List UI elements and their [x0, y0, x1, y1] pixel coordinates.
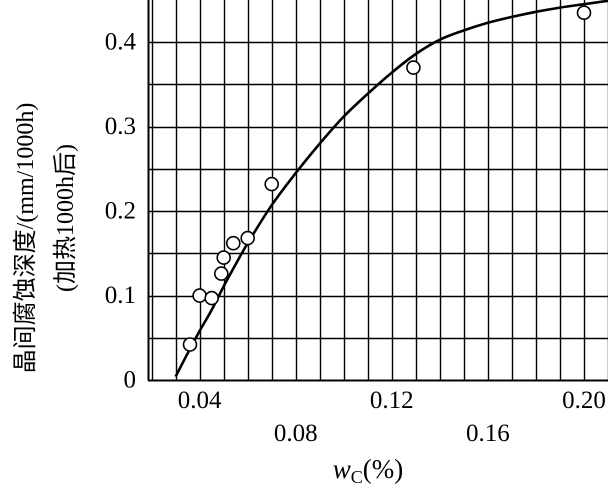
x-tick-label: 0.16 — [466, 420, 510, 447]
y-axis-label: 晶间腐蚀深度/(mm/1000h) — [12, 103, 39, 374]
data-point — [226, 235, 241, 251]
y-tick-labels: 0 0.1 0.2 0.3 0.4 — [105, 29, 137, 394]
x-axis-label-subscript: C — [351, 467, 363, 487]
y-axis-label-line2: (加热1000h后) — [52, 144, 79, 292]
y-tick-label: 0.3 — [105, 113, 136, 140]
y-tick-label: 0 — [124, 367, 137, 394]
x-axis-label-unit: (%) — [363, 454, 403, 484]
data-point — [406, 60, 421, 75]
x-tick-labels: 0.04 0.08 0.12 0.16 0.20 — [178, 387, 606, 447]
y-tick-label: 0.1 — [105, 282, 136, 309]
points-layer — [182, 5, 592, 352]
data-point — [216, 250, 231, 265]
y-axis-label-secondary: (加热1000h后) — [52, 144, 79, 292]
data-point — [214, 266, 229, 281]
grid — [147, 0, 608, 382]
data-point — [240, 230, 255, 246]
x-tick-label: 0.12 — [370, 387, 414, 414]
x-axis-label-symbol: w — [333, 454, 351, 484]
y-tick-label: 0.2 — [105, 198, 136, 225]
x-tick-label: 0.08 — [274, 420, 318, 447]
data-point — [576, 5, 592, 20]
data-point — [182, 337, 198, 352]
y-axis-label-line1: 晶间腐蚀深度/(mm/1000h) — [12, 103, 39, 374]
data-point — [204, 290, 219, 306]
x-tick-label: 0.04 — [178, 387, 222, 414]
data-point — [264, 176, 280, 192]
data-point — [192, 288, 207, 303]
y-tick-label: 0.4 — [105, 29, 137, 56]
x-axis-label: wC(%) — [333, 454, 404, 487]
x-tick-label: 0.20 — [562, 387, 606, 414]
